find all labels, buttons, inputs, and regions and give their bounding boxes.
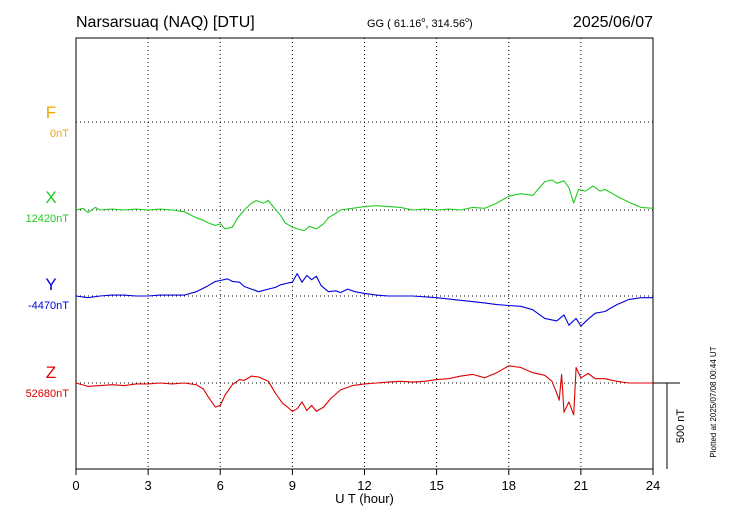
x-tick-label: 6: [217, 478, 224, 493]
series-line-x: [75, 179, 654, 232]
series-name-z: Z: [46, 363, 56, 382]
x-tick-label: 9: [289, 478, 296, 493]
series-baseline-x: 12420nT: [26, 213, 70, 225]
date-label: 2025/06/07: [573, 14, 653, 31]
series-baseline-z: 52680nT: [26, 388, 70, 400]
x-tick-label: 3: [145, 478, 152, 493]
x-ticks: 0 3 6 9 12 15 18 21 24: [72, 469, 660, 493]
series-baseline-f: 0nT: [50, 128, 69, 140]
series-name-f: F: [46, 103, 56, 122]
series-line-y: [75, 273, 653, 327]
x-tick-label: 0: [72, 478, 79, 493]
series-baseline-y: -4470nT: [28, 300, 69, 312]
x-tick-label: 21: [574, 478, 588, 493]
series-name-y: Y: [45, 275, 56, 294]
scale-bar-label: 500 nT: [675, 409, 687, 444]
series-labels: F 0nT X 12420nT Y -4470nT Z 52680nT: [26, 103, 70, 400]
x-axis-title: U T (hour): [335, 491, 394, 506]
coordinates-label: GG ( 61.16o, 314.56o): [367, 17, 473, 30]
degree-sign: o: [421, 17, 425, 24]
plotted-at-label: Plotted at 2025/07/08 00:44 UT: [709, 346, 718, 457]
series-line-z: [75, 365, 653, 416]
series-lines: [75, 179, 654, 416]
x-tick-label: 12: [357, 478, 371, 493]
x-tick-label: 24: [646, 478, 660, 493]
grid: [76, 38, 653, 469]
series-name-x: X: [45, 188, 56, 207]
x-tick-label: 15: [429, 478, 443, 493]
degree-sign: o: [465, 17, 469, 24]
x-tick-label: 18: [502, 478, 516, 493]
station-title: Narsarsuaq (NAQ) [DTU]: [76, 14, 255, 31]
